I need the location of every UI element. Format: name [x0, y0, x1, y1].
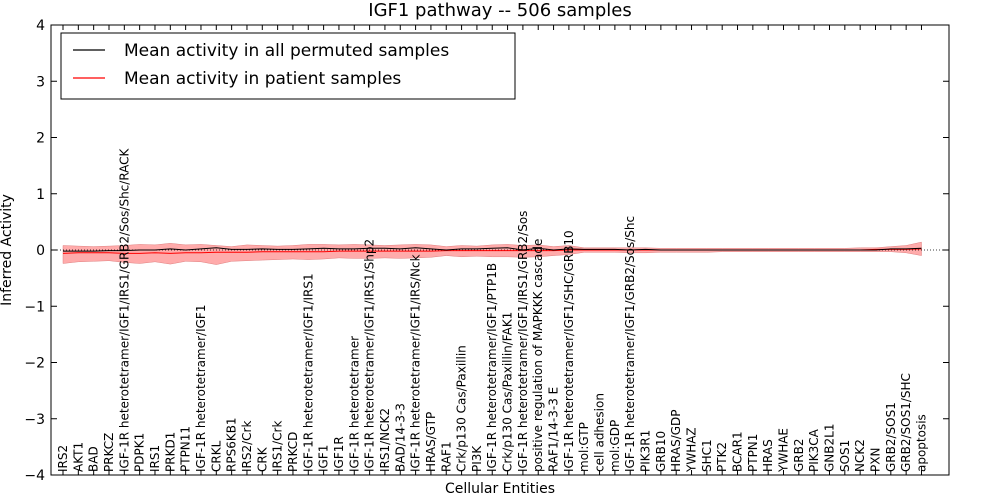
y-axis-label: Inferred Activity [0, 194, 15, 306]
x-tick-label: BCAR1 [731, 431, 745, 472]
x-tick-label: SOS1 [838, 440, 852, 472]
x-tick-label: PDPK1 [133, 433, 147, 472]
x-tick-label: PTPN11 [179, 426, 193, 472]
x-tick-label: AKT1 [71, 442, 85, 472]
x-tick-label: IGF-1R heterotetramer/IGF1/GRB2/Sos/Shc [623, 216, 637, 472]
x-tick-label: PXN [869, 448, 883, 472]
x-tick-label: apoptosis [915, 414, 929, 472]
x-tick-label: RAF1 [439, 441, 453, 472]
x-tick-label: GRB2/SOS1/SHC [899, 373, 913, 472]
series-line-permuted [63, 247, 922, 252]
x-tick-label: IRS1 [148, 445, 162, 472]
x-tick-label: HRAS [761, 439, 775, 472]
x-tick-label: cell adhesion [593, 393, 607, 472]
x-tick-label: PRKD1 [163, 432, 177, 472]
x-tick-label: Crk/p130 Cas/Paxillin [455, 345, 469, 472]
x-tick-label: IGF1R [332, 436, 346, 472]
x-tick-label: PTPN1 [746, 434, 760, 472]
x-tick-label: HRAS/GDP [669, 409, 683, 472]
x-tick-label: GRB2/SOS1 [884, 402, 898, 472]
x-tick-label: GRB10 [654, 431, 668, 472]
y-tick-label: 4 [36, 18, 45, 34]
x-tick-label: HRAS/GTP [424, 412, 438, 472]
x-tick-label: NCK2 [853, 439, 867, 472]
y-tick-label: 2 [36, 131, 45, 147]
x-tick-label: IRS1/Crk [271, 421, 285, 472]
y-tick-label: −1 [24, 299, 45, 315]
x-tick-label: positive regulation of MAPKKK cascade [531, 239, 545, 472]
x-tick-label: IRS2/Crk [240, 421, 254, 472]
y-tick-label: −3 [24, 412, 45, 428]
x-tick-label: BAD/14-3-3 [393, 403, 407, 472]
legend-entry-patient: Mean activity in patient samples [124, 69, 401, 89]
x-tick-label: Crk/p130 Cas/Paxillin/FAK1 [501, 312, 515, 472]
x-tick-label: YWHAZ [685, 427, 699, 473]
x-tick-label: GRB2 [792, 438, 806, 472]
x-axis-label: Cellular Entities [445, 481, 555, 497]
x-tick-label: IGF-1R heterotetramer/IGF1 [194, 305, 208, 472]
x-tick-label: IGF-1R heterotetramer/IGF1/IRS/Nck [409, 254, 423, 472]
x-tick-label: CRK [255, 446, 269, 472]
y-tick-label: −2 [24, 356, 45, 372]
x-tick-label: IGF-1R heterotetramer/IGF1/SHC/GRB10 [562, 230, 576, 472]
legend-entry-permuted: Mean activity in all permuted samples [124, 41, 449, 61]
y-tick-label: −4 [24, 468, 45, 484]
x-tick-label: IGF-1R heterotetramer/IGF1/PTP1B [485, 263, 499, 472]
x-tick-label: IRS2 [56, 445, 70, 472]
x-tick-label: PIK3CA [807, 428, 821, 472]
legend-box [60, 32, 516, 100]
x-tick-label: SHC1 [700, 439, 714, 472]
x-tick-label: IGF-1R heterotetramer/IGF1/IRS1 [301, 273, 315, 472]
x-tick-label: PTK2 [715, 442, 729, 472]
x-tick-label: IGF-1R heterotetramer [347, 336, 361, 472]
x-tick-label: RAF1/14-3-3 E [547, 387, 561, 472]
x-tick-label: PRKCZ [102, 433, 116, 472]
chart-title: IGF1 pathway -- 506 samples [368, 0, 631, 21]
patient-spread-band [62, 241, 922, 265]
x-tick-label: GNB2L1 [823, 424, 837, 472]
x-tick-label: PI3K [470, 445, 484, 472]
x-tick-label: CRKL [209, 440, 223, 472]
y-tick-label: 0 [36, 243, 45, 259]
x-tick-label: IRS1/NCK2 [378, 408, 392, 472]
x-tick-label: PIK3R1 [639, 430, 653, 472]
x-tick-label: IGF-1R heterotetramer/IGF1/IRS1/GRB2/Sos… [117, 147, 131, 472]
y-tick-label: 1 [36, 187, 45, 203]
x-tick-label: IGF1 [317, 445, 331, 472]
x-tick-label: IGF-1R heterotetramer/IGF1/IRS1/GRB2/Sos [516, 211, 530, 472]
legend: Mean activity in all permuted samples Me… [60, 32, 516, 100]
x-tick-label: mol:GDP [608, 420, 622, 472]
x-tick-label: mol:GTP [577, 422, 591, 472]
x-tick-label: BAD [87, 446, 101, 472]
x-tick-label: IGF-1R heterotetramer/IGF1/IRS1/Shp2 [363, 239, 377, 472]
x-tick-label: RPS6KB1 [225, 417, 239, 472]
x-tick-label: YWHAE [777, 428, 791, 473]
y-tick-label: 3 [36, 74, 45, 90]
x-tick-label: PRKCD [286, 432, 300, 472]
